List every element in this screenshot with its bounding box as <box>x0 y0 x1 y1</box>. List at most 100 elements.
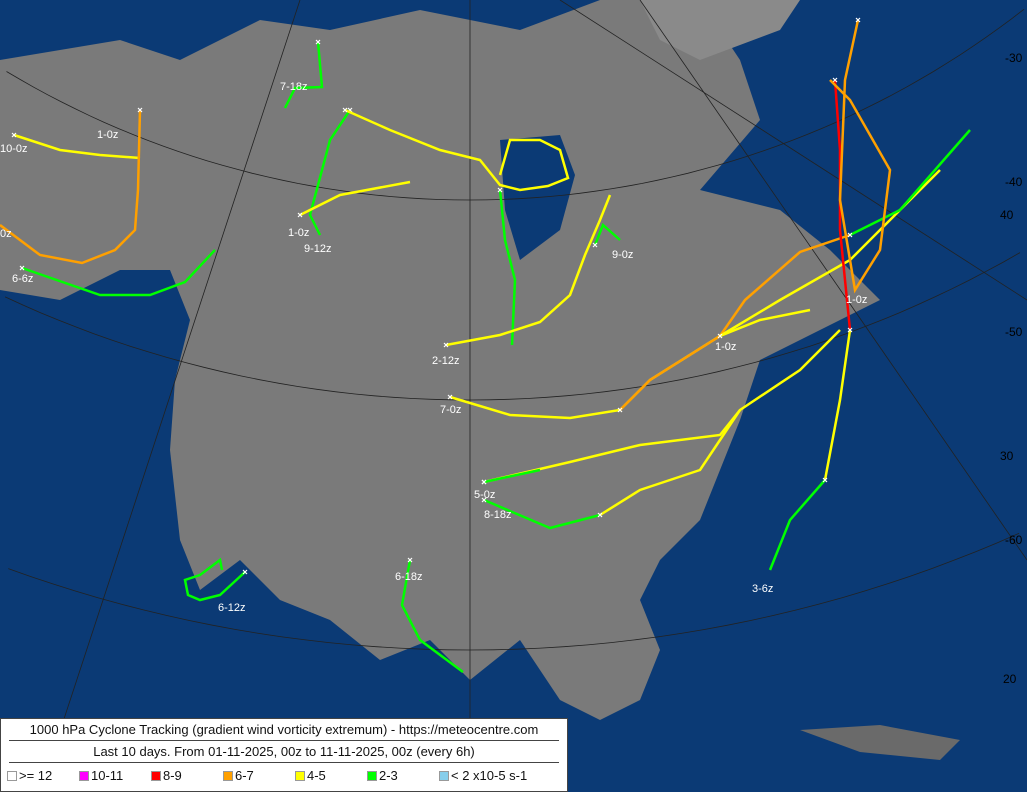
track-start-marker <box>592 242 598 248</box>
track-label: 2-12z <box>432 355 460 367</box>
cyclone-track <box>483 409 741 484</box>
cyclone-track <box>308 109 352 236</box>
track-label: 1-0z <box>846 294 867 306</box>
legend-item: < 2 x10-5 s-1 <box>439 768 527 783</box>
track-label: 6-18z <box>395 571 423 583</box>
track-label: 10-0z <box>0 143 28 155</box>
legend-item: 4-5 <box>295 768 367 783</box>
graticule-label: 20 <box>1003 672 1017 686</box>
legend-swatch <box>439 770 449 781</box>
legend-swatch <box>151 770 161 781</box>
longitude-line <box>559 0 1027 301</box>
track-start-marker <box>847 327 853 333</box>
track-start-marker <box>847 232 853 238</box>
graticule-label: 30 <box>1000 449 1014 463</box>
graticule-label: -60 <box>1005 533 1023 547</box>
legend-label: 6-7 <box>235 768 254 783</box>
greenland-land <box>640 0 800 60</box>
track-start-marker <box>832 77 838 83</box>
track-start-marker <box>407 557 413 563</box>
legend-item: >= 12 <box>7 768 79 783</box>
track-start-marker <box>597 512 603 518</box>
graticule-lines <box>4 0 1027 792</box>
graticule-label: 40 <box>1000 208 1014 222</box>
cyclone-track <box>299 180 411 217</box>
legend-panel: 1000 hPa Cyclone Tracking (gradient wind… <box>0 718 568 792</box>
cyclone-track <box>823 329 852 481</box>
track-start-marker <box>617 407 623 413</box>
cyclone-track <box>483 468 541 484</box>
track-start-marker <box>822 477 828 483</box>
cyclone-track <box>21 249 216 297</box>
track-start-marker <box>11 132 17 138</box>
track-label: 6-6z <box>12 273 33 285</box>
track-label: 8-18z <box>484 509 512 521</box>
legend-subtitle: Last 10 days. From 01-11-2025, 00z to 11… <box>9 741 559 763</box>
track-start-marker <box>315 39 321 45</box>
cyclone-track <box>400 559 464 674</box>
legend-swatch <box>295 770 305 781</box>
legend-label: 2-3 <box>379 768 398 783</box>
track-label: 9-0z <box>612 249 633 261</box>
cyclone-track <box>13 133 141 160</box>
track-label: 9-12z <box>304 243 332 255</box>
track-start-marker <box>297 212 303 218</box>
track-label: 6-12z <box>218 602 246 614</box>
longitude-line <box>639 0 1027 561</box>
legend-label: 4-5 <box>307 768 326 783</box>
track-start-marker <box>855 17 861 23</box>
legend-swatch <box>223 770 233 781</box>
track-label: 1-0z <box>715 341 736 353</box>
track-start-marker <box>447 394 453 400</box>
cyclone-track <box>829 19 892 294</box>
track-label: 3-6z <box>752 583 773 595</box>
cyclone-track <box>183 557 246 602</box>
track-start-marker <box>497 187 503 193</box>
cyclone-track <box>483 498 601 530</box>
legend-item: 2-3 <box>367 768 439 783</box>
longitude-line <box>39 0 301 792</box>
track-start-marker <box>342 107 348 113</box>
legend-label: >= 12 <box>19 768 53 783</box>
legend-label: 8-9 <box>163 768 182 783</box>
legend-title: 1000 hPa Cyclone Tracking (gradient wind… <box>9 719 559 741</box>
legend-item: 10-11 <box>79 768 151 783</box>
legend-item: 8-9 <box>151 768 223 783</box>
graticule-label: -50 <box>1005 325 1023 339</box>
legend-label: 10-11 <box>91 768 124 783</box>
cyclone-track <box>445 194 612 347</box>
legend-swatch <box>367 770 377 781</box>
legend-item: 6-7 <box>223 768 295 783</box>
track-label: 1-0z <box>97 129 118 141</box>
cyclone-track <box>283 41 324 109</box>
latitude-line <box>6 8 1025 201</box>
track-start-marker <box>481 479 487 485</box>
cyclone-track <box>498 189 517 346</box>
track-start-marker <box>481 497 487 503</box>
track-start-marker <box>242 569 248 575</box>
cyclone-track <box>0 109 142 265</box>
track-label: 5-0z <box>474 489 495 501</box>
track-start-marker <box>443 342 449 348</box>
track-start-marker <box>137 107 143 113</box>
latitude-line <box>4 252 1021 401</box>
track-start-marker <box>717 333 723 339</box>
cyclone-track <box>619 233 851 411</box>
track-label: 0z <box>0 228 12 240</box>
cyclone-track <box>849 129 971 237</box>
legend-label: < 2 x10-5 s-1 <box>451 768 528 783</box>
cyclone-track <box>768 479 826 571</box>
track-label: 1-0z <box>288 227 309 239</box>
cyclone-track <box>593 222 621 246</box>
graticule-label: -30 <box>1005 51 1023 65</box>
track-start-marker <box>19 265 25 271</box>
latitude-line <box>8 532 1020 651</box>
legend-swatch <box>79 770 89 781</box>
legend-items: >= 12 10-11 8-9 6-7 4-5 2-3 < 2 x10-5 s-1 <box>1 763 567 783</box>
track-label: 7-0z <box>440 404 461 416</box>
legend-swatch <box>7 770 17 781</box>
track-label: 7-18z <box>280 81 308 93</box>
cyclone-track <box>344 108 570 192</box>
caribbean-islands <box>800 725 960 760</box>
